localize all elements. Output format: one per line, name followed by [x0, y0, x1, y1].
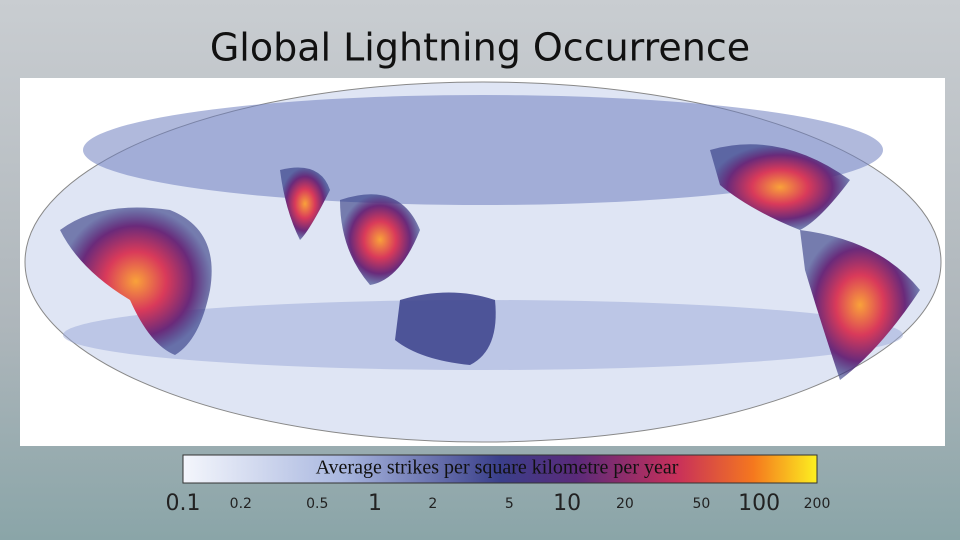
colorbar-tick-label: 0.5 [306, 496, 328, 512]
australia [395, 292, 496, 365]
colorbar-tick-label: 20 [616, 496, 634, 512]
colorbar-tick-label: 2 [428, 496, 437, 512]
south-america [800, 230, 920, 380]
colorbar-tick-label: 10 [553, 491, 581, 516]
map [20, 78, 945, 446]
colorbar-tick-label: 200 [804, 496, 831, 512]
colorbar-tick-label: 50 [692, 496, 710, 512]
colorbar-tick-label: 0.1 [166, 491, 201, 516]
colorbar-ticks: 0.1 0.2 0.5 1 2 5 10 20 50 100 200 [166, 491, 831, 516]
colorbar-tick-label: 1 [368, 491, 382, 516]
colorbar-label: Average strikes per square kilometre per… [316, 457, 679, 479]
india [280, 167, 330, 240]
colorbar-tick-label: 0.2 [230, 496, 252, 512]
colorbar [182, 454, 818, 484]
africa [60, 207, 212, 355]
colorbar-tick-label: 100 [738, 491, 780, 516]
title: Global Lightning Occurrence [210, 26, 750, 70]
north-america [710, 144, 850, 230]
southeast-asia [340, 194, 420, 285]
colorbar-tick-label: 5 [505, 496, 514, 512]
